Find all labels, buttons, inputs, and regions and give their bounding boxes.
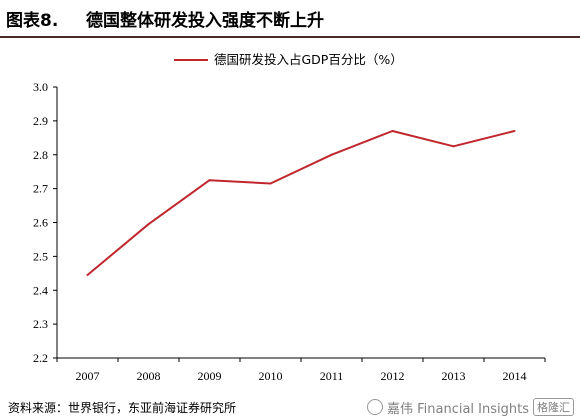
source-note: 资料来源：世界银行，东亚前海证券研究所	[8, 401, 237, 415]
data-point	[391, 130, 394, 133]
y-tick-label: 3.0	[33, 80, 48, 94]
y-tick-label: 2.2	[33, 351, 48, 365]
x-tick-label: 2012	[381, 369, 405, 383]
figure-title-bar: 图表8. 德国整体研发投入强度不断上升	[0, 0, 580, 38]
wechat-icon	[366, 399, 383, 415]
data-point	[208, 179, 211, 182]
data-point	[269, 182, 272, 185]
x-tick-label: 2010	[259, 369, 283, 383]
data-point	[513, 130, 516, 133]
x-tick-label: 2009	[198, 369, 222, 383]
y-tick-label: 2.7	[33, 182, 48, 196]
y-tick-label: 2.3	[33, 317, 48, 331]
x-tick-label: 2007	[76, 369, 100, 383]
data-point	[452, 145, 455, 148]
watermark-text: 嘉伟 Financial Insights	[386, 401, 529, 417]
figure-title: 德国整体研发投入强度不断上升	[86, 11, 324, 31]
y-tick-label: 2.5	[33, 249, 48, 263]
x-tick-label: 2008	[137, 369, 161, 383]
x-tick-label: 2013	[442, 369, 466, 383]
y-tick-label: 2.4	[33, 283, 48, 297]
y-tick-label: 2.8	[33, 148, 48, 162]
watermark-logo: 格隆汇	[533, 398, 574, 416]
x-tick-label: 2014	[503, 369, 527, 383]
data-point	[86, 274, 89, 277]
x-tick-label: 2011	[320, 369, 344, 383]
data-point	[330, 153, 333, 156]
data-point	[147, 223, 150, 226]
y-tick-label: 2.6	[33, 216, 48, 230]
watermark: 嘉伟 Financial Insights 格隆汇	[366, 396, 574, 418]
y-tick-label: 2.9	[33, 114, 48, 128]
figure-number: 图表8.	[6, 11, 59, 31]
legend-label: 德国研发投入占GDP百分比（%）	[214, 52, 403, 67]
series-line	[86, 130, 515, 276]
